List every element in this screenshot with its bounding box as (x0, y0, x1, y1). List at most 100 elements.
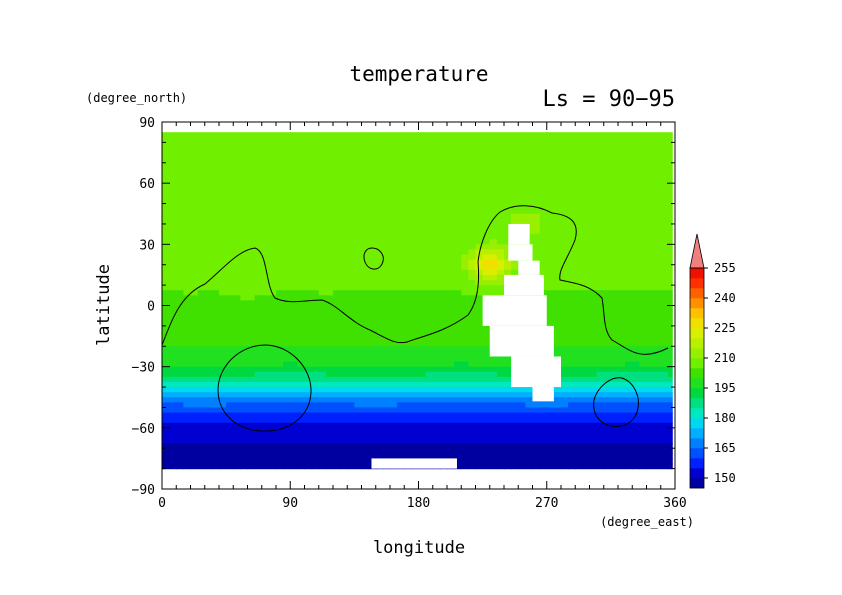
heatmap-cell (603, 458, 612, 465)
heatmap-cell (219, 412, 227, 419)
heatmap-cell (639, 264, 648, 271)
heatmap-cell (197, 264, 206, 271)
heatmap-cell (197, 305, 206, 312)
heatmap-cell (632, 351, 640, 358)
heatmap-cell (418, 336, 427, 342)
heatmap-cell (169, 295, 177, 302)
heatmap-cell (204, 397, 213, 403)
heatmap-cell (197, 341, 206, 347)
heatmap-cell (539, 213, 548, 220)
heatmap-cell (504, 229, 512, 235)
heatmap-cell (240, 157, 249, 164)
heatmap-cell (610, 453, 619, 460)
heatmap-cell (368, 183, 377, 189)
heatmap-cell (454, 453, 462, 460)
heatmap-cell (461, 239, 469, 245)
heatmap-cell (447, 183, 455, 189)
heatmap-cell (496, 463, 505, 470)
heatmap-cell (190, 172, 199, 179)
heatmap-cell (390, 427, 398, 434)
heatmap-cell (511, 458, 519, 465)
heatmap-cell (646, 162, 655, 169)
heatmap-cell (268, 325, 277, 332)
heatmap-cell (297, 254, 306, 261)
heatmap-cell (347, 269, 355, 276)
heatmap-cell (454, 239, 462, 245)
heatmap-cell (425, 280, 434, 286)
heatmap-cell (561, 305, 569, 312)
heatmap-cell (518, 193, 526, 200)
heatmap-cell (553, 137, 562, 143)
heatmap-cell (219, 376, 227, 383)
heatmap-cell (411, 290, 420, 296)
heatmap-cell (425, 346, 434, 352)
heatmap-cell (240, 412, 249, 419)
heatmap-cell (347, 249, 355, 256)
heatmap-cell (361, 162, 370, 169)
heatmap-cell (261, 448, 270, 454)
heatmap-cell (625, 193, 633, 200)
heatmap-cell (226, 361, 234, 368)
heatmap-cell (660, 152, 669, 159)
heatmap-cell (340, 387, 348, 393)
heatmap-cell (240, 453, 249, 460)
heatmap-cell (646, 264, 655, 271)
heatmap-cell (411, 351, 420, 358)
heatmap-cell (382, 397, 391, 403)
heatmap-cell (653, 351, 662, 358)
heatmap-cell (411, 198, 420, 205)
heatmap-cell (475, 427, 484, 434)
heatmap-cell (568, 330, 576, 337)
heatmap-cell (290, 392, 298, 398)
heatmap-cell (226, 178, 234, 184)
heatmap-cell (539, 402, 548, 409)
heatmap-cell (233, 132, 241, 138)
heatmap-cell (568, 264, 576, 271)
colorbar-band (690, 408, 704, 419)
heatmap-cell (247, 259, 256, 266)
heatmap-cell (618, 412, 626, 419)
heatmap-cell (432, 137, 441, 143)
heatmap-cell (397, 427, 405, 434)
heatmap-cell (660, 392, 669, 398)
heatmap-cell (340, 351, 348, 358)
heatmap-cell (226, 229, 234, 235)
heatmap-cell (582, 295, 591, 302)
heatmap-cell (610, 381, 619, 388)
heatmap-cell (311, 172, 320, 179)
heatmap-cell (596, 376, 605, 383)
heatmap-cell (461, 290, 469, 296)
heatmap-cell (333, 193, 341, 200)
heatmap-cell (589, 274, 598, 281)
heatmap-cell (261, 325, 270, 332)
heatmap-cell (354, 438, 363, 444)
heatmap-cell (660, 407, 669, 414)
heatmap-cell (204, 280, 213, 286)
heatmap-cell (268, 213, 277, 220)
heatmap-cell (318, 290, 327, 296)
heatmap-cell (404, 392, 412, 398)
heatmap-cell (603, 432, 612, 439)
heatmap-cell (425, 387, 434, 393)
heatmap-cell (276, 443, 284, 449)
heatmap-cell (482, 387, 491, 393)
heatmap-cell (475, 330, 484, 337)
heatmap-cell (226, 162, 234, 169)
heatmap-cell (418, 438, 427, 444)
heatmap-cell (347, 152, 355, 159)
heatmap-cell (461, 295, 469, 302)
heatmap-cell (240, 132, 249, 138)
heatmap-cell (297, 274, 306, 281)
heatmap-cell (297, 264, 306, 271)
heatmap-cell (568, 203, 576, 210)
heatmap-cell (532, 132, 541, 138)
heatmap-cell (582, 172, 591, 179)
heatmap-cell (340, 152, 348, 159)
heatmap-cell (603, 269, 612, 276)
heatmap-cell (439, 137, 448, 143)
heatmap-cell (568, 346, 576, 352)
heatmap-cell (582, 178, 591, 184)
heatmap-cell (603, 417, 612, 424)
heatmap-cell (254, 172, 263, 179)
heatmap-cell (532, 172, 541, 179)
